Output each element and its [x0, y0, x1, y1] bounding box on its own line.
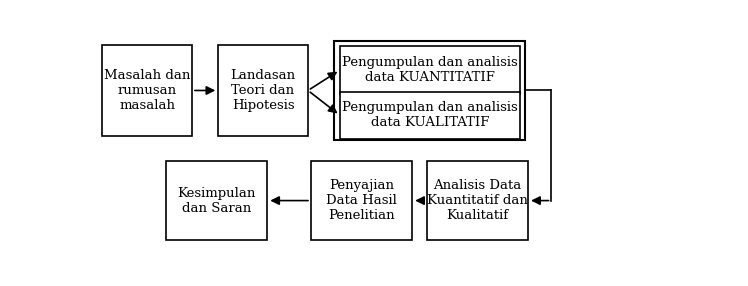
Bar [218, 45, 308, 136]
Bar [102, 45, 192, 136]
Text: Masalah dan
rumusan
masalah: Masalah dan rumusan masalah [104, 69, 190, 112]
Bar [340, 92, 520, 139]
Bar [427, 161, 528, 240]
Text: Kesimpulan
dan Saran: Kesimpulan dan Saran [177, 186, 256, 214]
Text: Landasan
Teori dan
Hipotesis: Landasan Teori dan Hipotesis [230, 69, 295, 112]
Bar [340, 46, 520, 94]
Text: Analisis Data
Kuantitatif dan
Kualitatif: Analisis Data Kuantitatif dan Kualitatif [427, 179, 528, 222]
Text: Penyajian
Data Hasil
Penelitian: Penyajian Data Hasil Penelitian [326, 179, 397, 222]
Text: Pengumpulan dan analisis
data KUANTITATIF: Pengumpulan dan analisis data KUANTITATI… [342, 56, 518, 84]
Text: Pengumpulan dan analisis
data KUALITATIF: Pengumpulan dan analisis data KUALITATIF [342, 101, 518, 129]
Bar [334, 41, 525, 140]
Bar [311, 161, 412, 240]
Bar [166, 161, 268, 240]
